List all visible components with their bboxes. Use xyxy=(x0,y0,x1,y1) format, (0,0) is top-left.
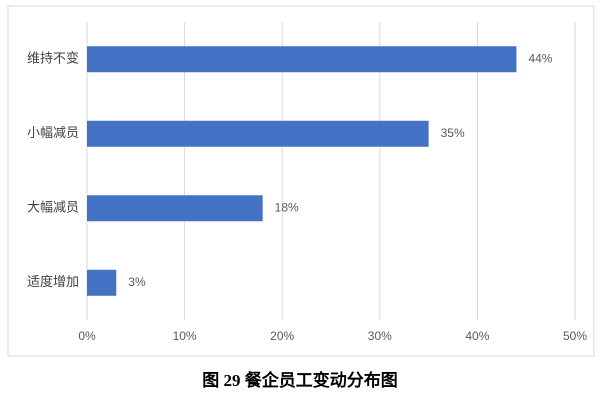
value-label: 18% xyxy=(275,200,299,214)
x-tick-label: 20% xyxy=(270,329,294,343)
bar xyxy=(87,269,117,296)
value-label: 44% xyxy=(528,51,552,65)
y-tick-label: 大幅减员 xyxy=(27,200,79,215)
x-tick-label: 40% xyxy=(465,329,489,343)
y-tick-label: 维持不变 xyxy=(27,51,79,66)
y-tick-label: 适度增加 xyxy=(27,274,79,289)
chart-title: 图 29 餐企员工变动分布图 xyxy=(202,370,398,390)
x-tick-label: 50% xyxy=(563,329,587,343)
value-label: 35% xyxy=(441,126,465,140)
bar xyxy=(87,120,429,147)
value-label: 3% xyxy=(128,275,146,289)
bar xyxy=(87,46,517,73)
bar xyxy=(87,195,263,222)
y-tick-label: 小幅减员 xyxy=(27,125,79,140)
x-tick-label: 0% xyxy=(78,329,96,343)
x-tick-label: 10% xyxy=(173,329,197,343)
x-tick-label: 30% xyxy=(368,329,392,343)
